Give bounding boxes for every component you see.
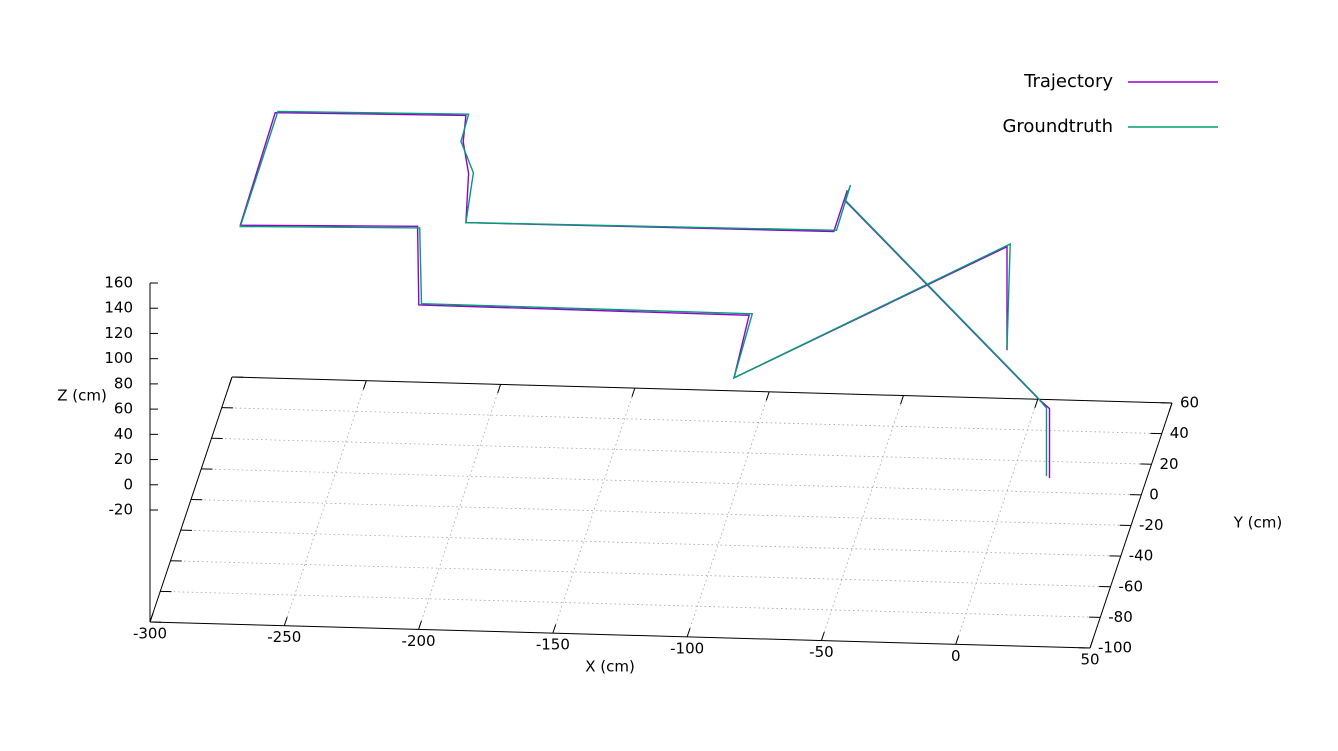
x-tick-label: -300	[133, 625, 167, 643]
grid-line	[552, 388, 636, 634]
z-tick-label: 40	[114, 425, 133, 443]
tick-mark	[820, 631, 825, 641]
y-tick-label: 60	[1180, 394, 1199, 412]
z-tick-label: 20	[114, 450, 133, 468]
x-axis-title: X (cm)	[585, 658, 635, 676]
grid-line	[221, 407, 1162, 435]
tick-mark	[631, 387, 636, 397]
y-tick-label: -60	[1119, 577, 1144, 595]
x-tick-label: 0	[951, 647, 961, 665]
series-line	[239, 110, 1048, 477]
grid-line	[160, 590, 1101, 618]
legend-label: Trajectory	[1023, 71, 1113, 92]
series-line	[239, 111, 1051, 478]
x-tick-label: -250	[267, 628, 301, 646]
y-tick-label: -20	[1139, 516, 1164, 534]
grid-line	[211, 437, 1152, 465]
x-tick-label: 50	[1080, 651, 1099, 669]
y-tick-label: 20	[1160, 455, 1179, 473]
tick-mark	[552, 624, 557, 634]
x-tick-label: -100	[670, 639, 704, 657]
y-tick-label: 0	[1149, 485, 1159, 503]
grid-line	[190, 499, 1132, 526]
tick-mark	[1168, 402, 1173, 412]
z-tick-label: 0	[123, 475, 133, 493]
tick-mark	[765, 391, 770, 401]
axis-line	[231, 376, 1173, 404]
tick-mark	[1089, 639, 1094, 649]
x-tick-label: -50	[809, 643, 834, 661]
axis-line	[149, 621, 1091, 649]
grid-line	[170, 560, 1111, 588]
x-tick-label: -150	[536, 636, 570, 654]
tick-mark	[900, 395, 904, 405]
grid-line	[686, 391, 770, 637]
grid-line	[418, 384, 501, 630]
z-tick-label: 80	[114, 374, 133, 392]
tick-mark	[283, 616, 288, 626]
tick-mark	[362, 380, 367, 390]
z-tick-label: 120	[104, 324, 133, 342]
tick-mark	[149, 613, 154, 623]
grid-line	[180, 529, 1121, 557]
y-tick-label: 40	[1170, 424, 1189, 442]
grid-line	[283, 380, 367, 626]
z-tick-label: -20	[109, 501, 134, 519]
tick-mark	[955, 635, 960, 645]
tick-mark	[1034, 399, 1039, 409]
tick-mark	[686, 628, 691, 638]
y-tick-label: -80	[1108, 608, 1133, 626]
y-tick-label: -100	[1098, 639, 1132, 657]
z-axis-title: Z (cm)	[57, 387, 107, 405]
z-tick-label: 140	[104, 299, 133, 317]
z-tick-label: 60	[114, 400, 133, 418]
z-tick-label: 160	[104, 274, 133, 292]
y-tick-label: -40	[1129, 547, 1154, 565]
x-tick-label: -200	[402, 632, 436, 650]
z-tick-label: 100	[104, 349, 133, 367]
tick-mark	[228, 376, 233, 386]
tick-mark	[497, 384, 502, 394]
tick-mark	[418, 620, 422, 630]
y-axis-title: Y (cm)	[1233, 514, 1283, 532]
grid-line	[201, 468, 1142, 496]
legend-label: Groundtruth	[1002, 116, 1113, 137]
